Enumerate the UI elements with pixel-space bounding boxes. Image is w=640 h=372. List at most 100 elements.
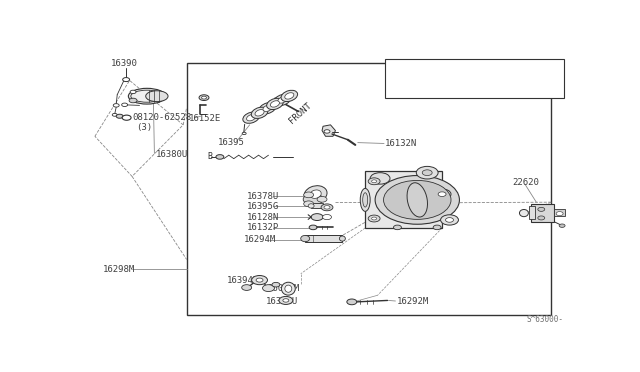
- Circle shape: [321, 204, 333, 211]
- Text: B SCREW  (1): B SCREW (1): [454, 79, 513, 88]
- Text: 22620: 22620: [513, 178, 540, 187]
- Ellipse shape: [252, 107, 268, 118]
- Bar: [311, 203, 323, 208]
- Circle shape: [283, 299, 289, 302]
- Ellipse shape: [281, 90, 298, 102]
- Ellipse shape: [301, 235, 310, 242]
- Circle shape: [416, 166, 438, 179]
- Text: S^63000-: S^63000-: [527, 315, 564, 324]
- Circle shape: [375, 176, 460, 224]
- Ellipse shape: [285, 285, 292, 292]
- Ellipse shape: [270, 101, 280, 107]
- Ellipse shape: [263, 105, 272, 112]
- Text: 16378U: 16378U: [247, 192, 280, 201]
- Circle shape: [324, 130, 330, 133]
- Text: 16380U: 16380U: [156, 150, 188, 159]
- Circle shape: [113, 104, 119, 107]
- Text: 16294M: 16294M: [244, 235, 276, 244]
- Text: 16395G: 16395G: [247, 202, 280, 211]
- Text: 16132P: 16132P: [247, 224, 280, 232]
- Circle shape: [199, 95, 209, 100]
- Circle shape: [538, 207, 545, 211]
- Text: 16391U: 16391U: [266, 297, 298, 306]
- Bar: [531, 203, 554, 222]
- Text: 08120-62528: 08120-62528: [132, 113, 192, 122]
- Circle shape: [216, 155, 224, 159]
- Circle shape: [317, 196, 327, 202]
- Ellipse shape: [308, 204, 314, 208]
- Circle shape: [383, 180, 451, 219]
- Text: 16394U: 16394U: [227, 276, 260, 285]
- Circle shape: [433, 225, 441, 230]
- Ellipse shape: [267, 98, 284, 110]
- Circle shape: [256, 278, 263, 282]
- Ellipse shape: [311, 204, 323, 208]
- Circle shape: [433, 189, 451, 199]
- Circle shape: [262, 285, 275, 292]
- Bar: [385, 59, 564, 97]
- Circle shape: [122, 103, 127, 106]
- Ellipse shape: [255, 110, 264, 116]
- Circle shape: [311, 214, 323, 221]
- Bar: [187, 63, 551, 315]
- Ellipse shape: [407, 183, 428, 217]
- Circle shape: [372, 217, 376, 220]
- Text: 16292M: 16292M: [396, 297, 429, 306]
- Text: 16065Q: 16065Q: [399, 74, 428, 83]
- Text: B: B: [125, 115, 129, 120]
- Circle shape: [323, 215, 332, 219]
- Text: (3): (3): [136, 123, 152, 132]
- Ellipse shape: [129, 88, 166, 104]
- Circle shape: [242, 132, 246, 135]
- Ellipse shape: [310, 190, 321, 198]
- Ellipse shape: [360, 189, 370, 211]
- Text: 16076M: 16076M: [268, 285, 300, 294]
- Circle shape: [304, 201, 314, 207]
- Text: B: B: [207, 153, 212, 161]
- Text: 16390: 16390: [111, 59, 138, 68]
- Ellipse shape: [274, 94, 291, 106]
- Text: 16128N: 16128N: [247, 212, 280, 222]
- Circle shape: [394, 225, 401, 230]
- Text: 16152E: 16152E: [189, 114, 221, 123]
- Circle shape: [372, 180, 376, 183]
- Text: 16298M: 16298M: [103, 265, 135, 274]
- Circle shape: [538, 216, 545, 220]
- Ellipse shape: [243, 112, 259, 123]
- Circle shape: [122, 115, 131, 120]
- Polygon shape: [322, 125, 335, 136]
- Circle shape: [370, 173, 390, 184]
- Ellipse shape: [131, 90, 163, 102]
- Circle shape: [279, 296, 292, 304]
- Circle shape: [123, 78, 129, 81]
- Circle shape: [129, 98, 137, 103]
- Ellipse shape: [282, 282, 295, 295]
- Circle shape: [272, 282, 280, 287]
- Ellipse shape: [339, 236, 346, 241]
- Circle shape: [559, 224, 565, 227]
- Bar: [529, 206, 535, 219]
- Circle shape: [252, 276, 268, 285]
- Ellipse shape: [520, 209, 529, 217]
- Bar: [305, 235, 342, 242]
- Ellipse shape: [278, 97, 287, 103]
- Circle shape: [202, 96, 207, 99]
- Text: A SCREW  (1): A SCREW (1): [454, 70, 513, 79]
- Text: FRONT: FRONT: [287, 101, 314, 126]
- Circle shape: [309, 225, 317, 230]
- Ellipse shape: [285, 93, 294, 99]
- Circle shape: [440, 215, 458, 225]
- Circle shape: [422, 170, 432, 176]
- Ellipse shape: [146, 91, 168, 102]
- Ellipse shape: [304, 186, 327, 203]
- Circle shape: [116, 114, 123, 118]
- Circle shape: [324, 206, 330, 209]
- Circle shape: [368, 215, 380, 222]
- Ellipse shape: [246, 115, 255, 121]
- Circle shape: [112, 113, 117, 116]
- Circle shape: [130, 90, 136, 94]
- Circle shape: [304, 192, 314, 198]
- Circle shape: [347, 299, 356, 305]
- Ellipse shape: [259, 103, 276, 114]
- Text: SCREW KIT: SCREW KIT: [410, 61, 463, 71]
